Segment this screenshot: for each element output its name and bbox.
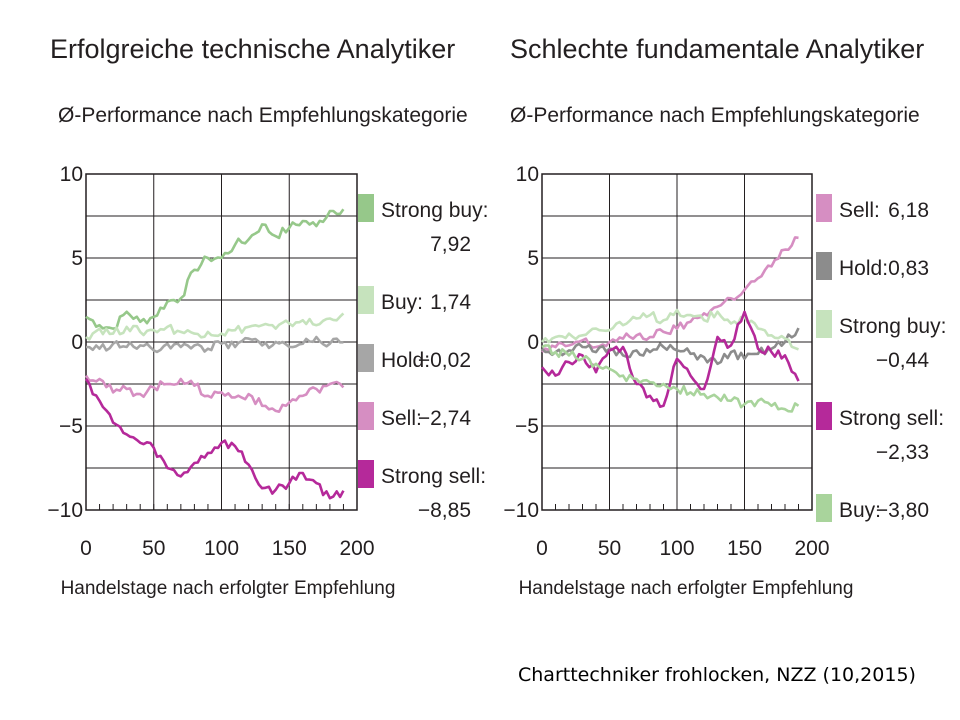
series-line xyxy=(541,344,800,413)
chart-right: Schlechte fundamentale Analytiker Ø-Perfo… xyxy=(503,34,946,599)
y-tick-label: −5 xyxy=(59,415,83,438)
source-citation: Charttechniker frohlocken, NZZ (10,2015) xyxy=(518,664,916,686)
legend-swatch xyxy=(358,344,374,372)
x-tick-label: 50 xyxy=(142,537,165,560)
legend-label: Hold: xyxy=(381,349,430,372)
legend-swatch xyxy=(358,402,374,430)
x-tick-label: 200 xyxy=(794,537,829,560)
series-line xyxy=(84,378,345,500)
legend-value: 6,18 xyxy=(888,199,929,222)
series-line xyxy=(541,327,800,366)
x-tick-label: 0 xyxy=(80,537,92,560)
y-tick-label: 5 xyxy=(527,247,539,270)
series-line xyxy=(540,310,800,408)
legend-value: −2,33 xyxy=(876,441,929,464)
chart-left: Erfolgreiche technische Analytiker Ø-Perf… xyxy=(47,34,488,599)
legend-value: 7,92 xyxy=(430,233,471,256)
legend-label: Buy: xyxy=(381,291,423,314)
chart-subtitle: Ø-Performance nach Empfehlungskategorie xyxy=(510,104,920,127)
y-tick-label: 0 xyxy=(527,331,539,354)
legend-swatch xyxy=(358,286,374,314)
x-tick-label: 0 xyxy=(536,537,548,560)
y-tick-label: −5 xyxy=(515,415,539,438)
chart-title: Schlechte fundamentale Analytiker xyxy=(510,34,924,64)
x-tick-label: 150 xyxy=(727,537,762,560)
series-line xyxy=(541,308,799,351)
series-line xyxy=(84,374,345,413)
legend-label: Sell: xyxy=(839,199,880,222)
y-tick-label: 10 xyxy=(60,163,83,186)
legend-value: 1,74 xyxy=(430,291,471,314)
legend-swatch xyxy=(816,252,832,280)
x-tick-label: 100 xyxy=(659,537,694,560)
legend-value: −3,80 xyxy=(876,499,929,522)
y-tick-label: 0 xyxy=(71,331,83,354)
legend-value: −2,74 xyxy=(418,407,471,430)
legend-label: Hold: xyxy=(839,257,888,280)
x-tick-label: 50 xyxy=(598,537,621,560)
y-tick-label: 10 xyxy=(516,163,539,186)
legend-label: Buy: xyxy=(839,499,881,522)
legend-label: Sell: xyxy=(381,407,422,430)
x-axis-label: Handelstage nach erfolgter Empfehlung xyxy=(61,578,396,599)
legend-value: 0,83 xyxy=(888,257,929,280)
chart-subtitle: Ø-Performance nach Empfehlungskategorie xyxy=(58,104,468,127)
legend-swatch xyxy=(816,194,832,222)
legend-swatch xyxy=(358,460,374,488)
series-line xyxy=(85,335,344,354)
legend-label: Strong sell: xyxy=(381,465,486,488)
chart-title: Erfolgreiche technische Analytiker xyxy=(50,34,455,64)
y-tick-label: 5 xyxy=(71,247,83,270)
legend-swatch xyxy=(358,194,374,222)
y-tick-label: −10 xyxy=(503,499,539,522)
series-line xyxy=(85,312,345,341)
x-axis-label: Handelstage nach erfolgter Empfehlung xyxy=(519,578,854,599)
legend-swatch xyxy=(816,494,832,522)
x-tick-label: 100 xyxy=(204,537,239,560)
legend-swatch xyxy=(816,310,832,338)
legend-swatch xyxy=(816,402,832,430)
legend-value: −0,02 xyxy=(418,349,471,372)
legend-label: Strong buy: xyxy=(381,199,488,222)
series-line xyxy=(541,236,799,354)
legend-value: −0,44 xyxy=(876,349,929,372)
legend-label: Strong buy: xyxy=(839,315,946,338)
legend-label: Strong sell: xyxy=(839,407,944,430)
series-line xyxy=(85,208,345,330)
y-tick-label: −10 xyxy=(47,499,83,522)
legend-value: −8,85 xyxy=(418,499,471,522)
x-tick-label: 150 xyxy=(272,537,307,560)
x-tick-label: 200 xyxy=(339,537,374,560)
